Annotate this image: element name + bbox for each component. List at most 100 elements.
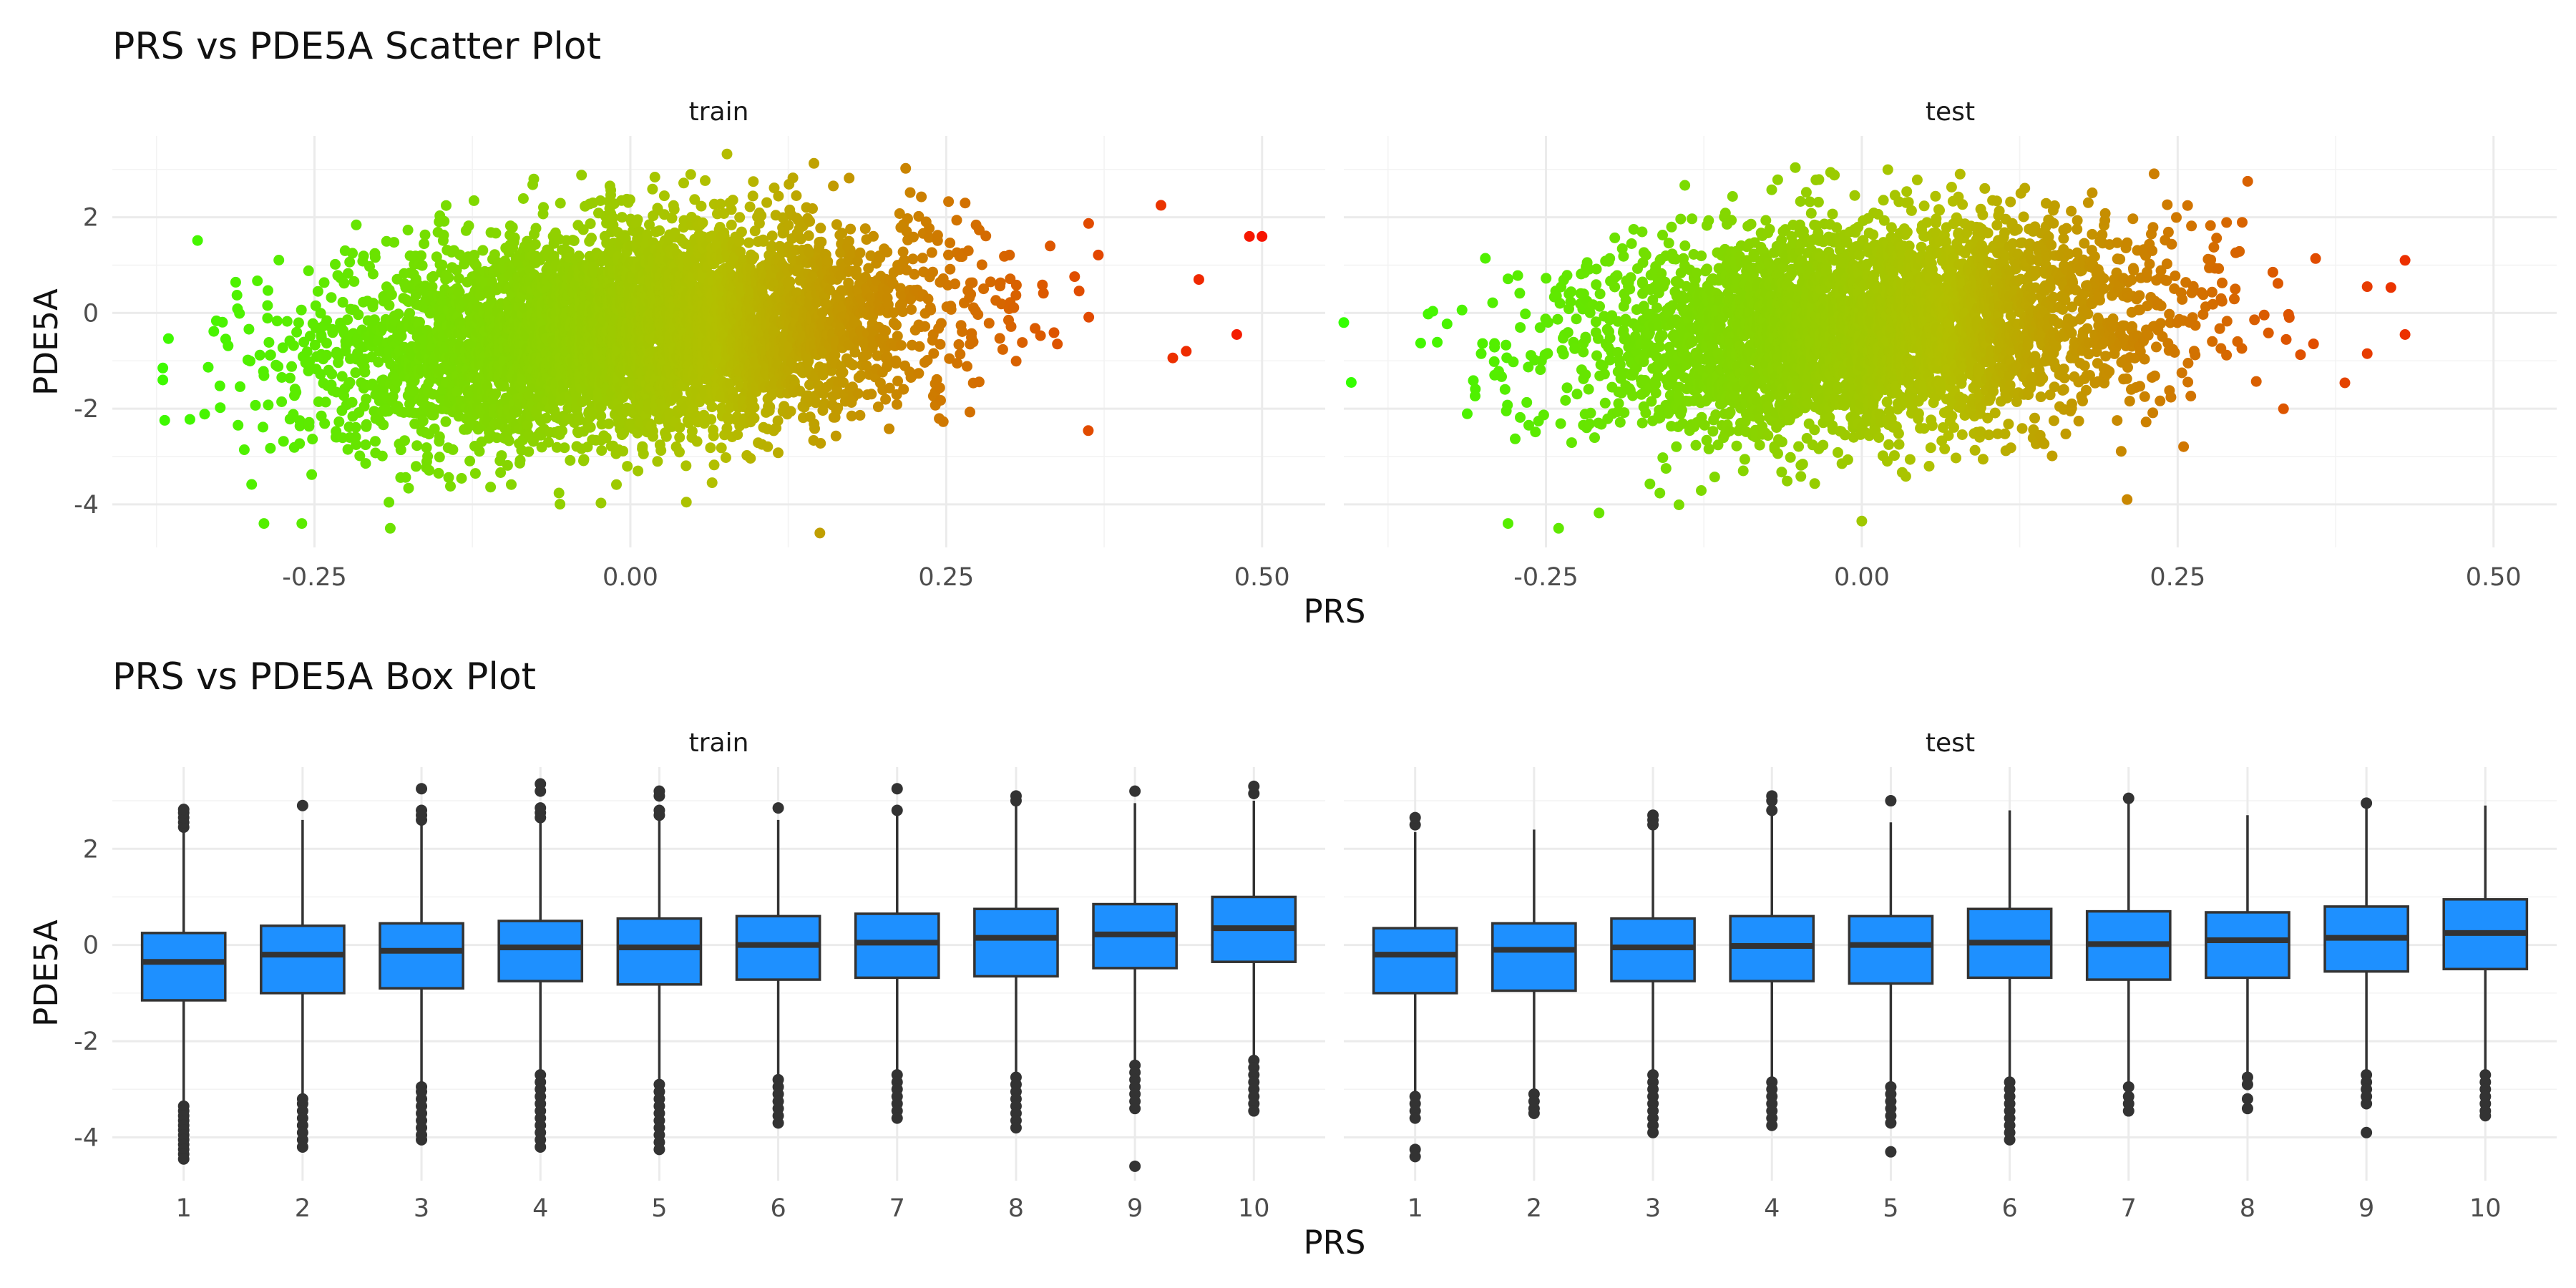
scatter-point: [403, 482, 414, 494]
scatter-point: [370, 436, 381, 447]
scatter-point: [766, 230, 778, 242]
scatter-point: [441, 200, 452, 211]
scatter-point: [451, 264, 462, 275]
scatter-point: [351, 439, 362, 450]
scatter-point: [706, 414, 717, 425]
scatter-point: [159, 414, 170, 426]
scatter-point: [284, 372, 296, 384]
scatter-point: [555, 499, 566, 510]
scatter-point: [822, 255, 834, 267]
scatter-point: [748, 401, 760, 413]
scatter-point: [854, 247, 866, 258]
scatter-point: [506, 479, 517, 490]
scatter-point: [263, 337, 275, 348]
scatter-point: [265, 349, 276, 361]
scatter-point: [304, 331, 316, 342]
scatter-point: [440, 416, 452, 427]
scatter-point: [404, 308, 416, 319]
scatter-point: [303, 265, 314, 276]
scatter-point: [273, 255, 285, 265]
scatter-point: [611, 479, 622, 490]
scatter-point: [468, 195, 479, 206]
scatter-point: [336, 371, 348, 382]
scatter-point: [773, 447, 784, 459]
scatter-point: [680, 497, 692, 508]
scatter-point: [192, 235, 203, 246]
scatter-point: [296, 518, 308, 530]
scatter-point: [288, 340, 299, 351]
scatter-point: [393, 308, 404, 320]
scatter-point: [691, 436, 703, 447]
scatter-point: [652, 456, 663, 467]
scatter-point: [660, 431, 672, 442]
scatter-point: [654, 225, 665, 236]
scatter-point: [369, 314, 380, 326]
scatter-point: [315, 369, 326, 380]
scatter-point: [246, 479, 258, 490]
scatter-point: [319, 418, 331, 429]
scatter-point: [378, 419, 389, 431]
scatter-point: [522, 419, 533, 431]
scatter-point: [655, 445, 667, 456]
scatter-point: [844, 172, 855, 184]
scatter-point: [648, 431, 658, 442]
scatter-point: [618, 445, 629, 457]
scatter-point: [814, 527, 826, 539]
scatter-point: [727, 195, 738, 206]
scatter-point: [400, 472, 411, 483]
scatter-point: [706, 477, 718, 489]
scatter-point: [263, 399, 274, 411]
scatter-point: [419, 238, 430, 250]
scatter-point: [321, 349, 332, 361]
scatter-point: [736, 226, 747, 238]
scatter-point: [238, 444, 250, 455]
scatter-point: [734, 212, 746, 223]
scatter-point: [203, 361, 214, 373]
scatter-point: [674, 447, 685, 458]
scatter-point: [411, 440, 423, 452]
scatter-point: [368, 298, 379, 309]
scatter-point: [338, 278, 350, 289]
scatter-point: [762, 441, 774, 452]
scatter-point: [809, 157, 819, 169]
scatter-point: [859, 223, 871, 235]
scatter-point: [343, 268, 353, 279]
scatter-point: [293, 317, 304, 328]
scatter-point: [708, 430, 719, 441]
scatter-point: [803, 230, 814, 241]
scatter-point: [395, 444, 406, 456]
scatter-point: [715, 198, 726, 210]
scatter-point: [748, 251, 759, 263]
scatter-point: [230, 276, 241, 288]
scatter-point: [726, 204, 737, 215]
scatter-point: [436, 259, 448, 270]
scatter-point: [330, 258, 341, 270]
scatter-point: [338, 328, 350, 339]
scatter-point: [369, 252, 381, 263]
scatter-point: [315, 308, 326, 319]
scatter-point: [276, 396, 288, 407]
scatter-plot-title: PRS vs PDE5A Scatter Plot: [112, 25, 601, 68]
scatter-point: [199, 409, 210, 420]
scatter-point: [399, 435, 410, 447]
scatter-point: [294, 420, 306, 431]
scatter-point: [265, 442, 276, 454]
scatter-point: [301, 346, 313, 358]
scatter-point: [443, 272, 454, 283]
scatter-point: [868, 230, 879, 242]
scatter-point: [453, 273, 464, 284]
scatter-point: [184, 414, 195, 425]
scatter-point: [344, 376, 356, 388]
scatter-point: [498, 381, 509, 392]
scatter-point: [815, 438, 826, 449]
facet-strip-label: train: [689, 97, 749, 127]
scatter-point: [469, 250, 480, 260]
scatter-point: [530, 239, 541, 250]
scatter-point: [496, 450, 507, 462]
scatter-point: [342, 444, 353, 455]
scatter-point: [263, 285, 273, 296]
scatter-point: [743, 237, 754, 248]
scatter-point: [358, 250, 369, 262]
scatter-point: [273, 361, 284, 372]
